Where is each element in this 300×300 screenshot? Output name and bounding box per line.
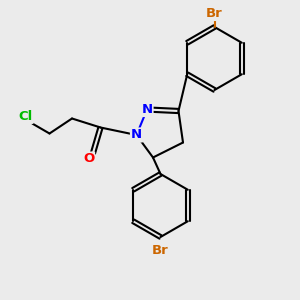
Text: Br: Br [206, 7, 223, 20]
Text: N: N [141, 103, 153, 116]
Text: O: O [83, 152, 94, 166]
Text: N: N [131, 128, 142, 142]
Text: Br: Br [152, 244, 169, 257]
Text: Cl: Cl [18, 110, 33, 123]
